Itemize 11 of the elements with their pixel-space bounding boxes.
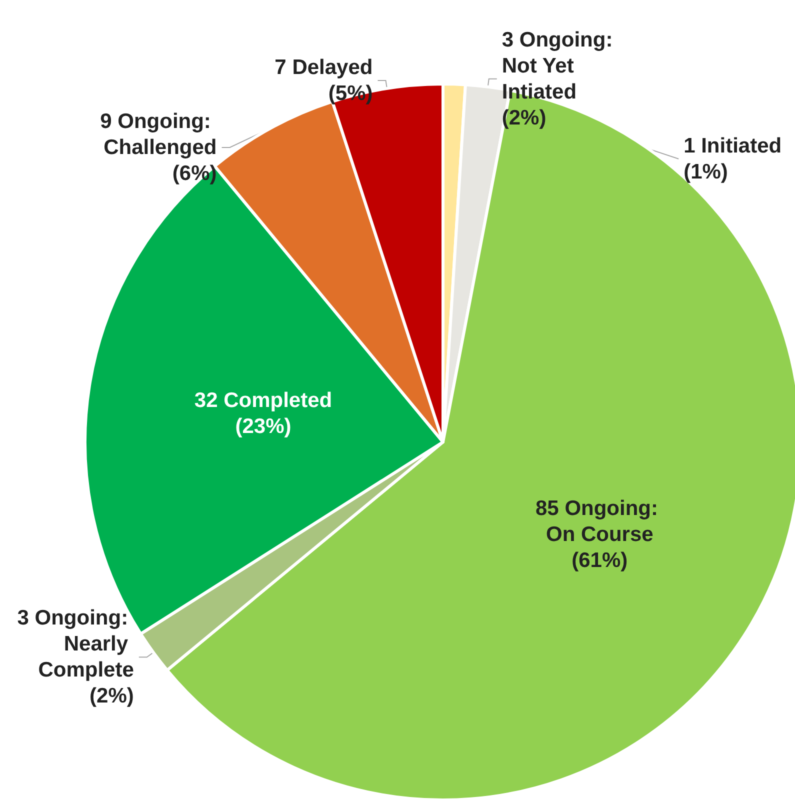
slice-label: 9 Ongoing: Challenged: [100, 110, 217, 160]
data-label: (1%): [684, 160, 728, 184]
data-label: (23%): [235, 415, 292, 438]
data-label: (61%): [572, 549, 628, 572]
data-label: (2%): [90, 684, 134, 708]
slice-label: 7 Delayed: [274, 56, 373, 80]
slice-label: 85 Ongoing: On Course: [535, 497, 664, 546]
slice-label: 3 Ongoing: Not Yet Intiated: [502, 28, 619, 104]
slice-label: 3 Ongoing: Nearly Complete: [17, 606, 134, 682]
slice-label: 32 Completed: [194, 389, 332, 412]
slice-label: 1 Initiated: [684, 134, 782, 158]
